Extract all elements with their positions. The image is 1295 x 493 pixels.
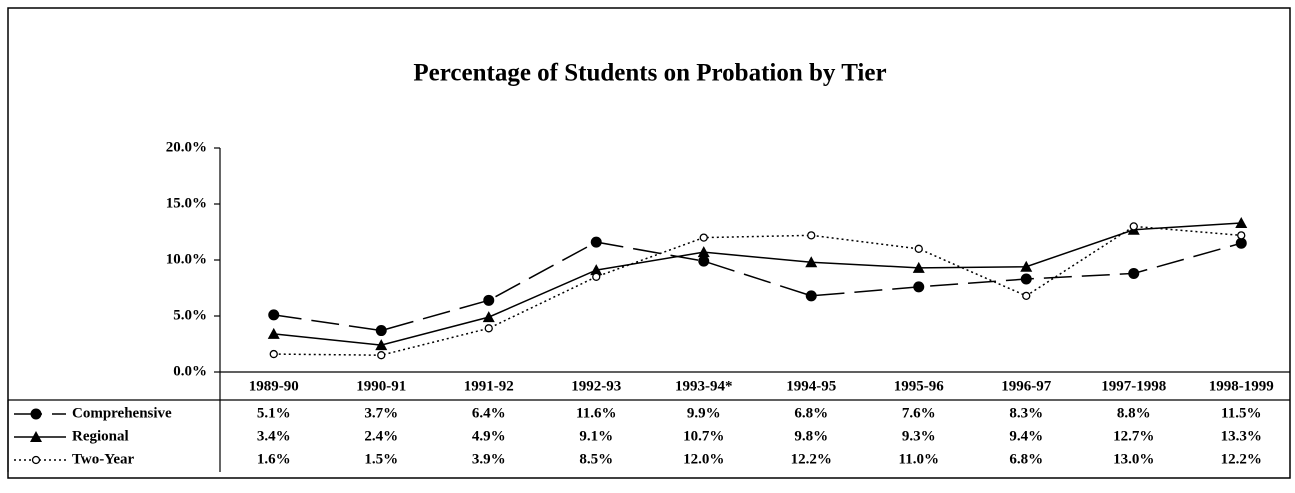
x-tick-label: 1993-94* — [675, 378, 733, 394]
marker — [698, 255, 710, 267]
y-tick-label: 5.0% — [173, 307, 207, 323]
marker — [805, 256, 818, 268]
marker — [805, 290, 817, 302]
frame — [7, 7, 1291, 479]
table-value: 3.9% — [472, 451, 506, 467]
marker — [590, 264, 603, 276]
marker — [590, 236, 602, 248]
x-tick-label: 1996-97 — [1001, 378, 1051, 394]
y-tick-label: 15.0% — [166, 195, 207, 211]
table-value: 9.4% — [1009, 428, 1043, 444]
y-tick-label: 0.0% — [173, 363, 207, 379]
table-value: 1.6% — [257, 451, 291, 467]
table-value: 9.1% — [579, 428, 613, 444]
marker — [913, 281, 925, 293]
table-value: 1.5% — [364, 451, 398, 467]
table-value: 11.5% — [1221, 405, 1261, 421]
table-value: 6.8% — [1009, 451, 1043, 467]
table-value: 9.3% — [902, 428, 936, 444]
table-value: 13.0% — [1113, 451, 1154, 467]
marker — [1237, 231, 1246, 240]
marker — [592, 272, 601, 281]
table-value: 8.8% — [1117, 405, 1151, 421]
marker — [807, 231, 816, 240]
table-value: 8.3% — [1009, 405, 1043, 421]
marker — [483, 294, 495, 306]
marker — [484, 324, 493, 333]
legend-label: Regional — [72, 428, 129, 444]
table-value: 3.7% — [364, 405, 398, 421]
x-tick-label: 1997-1998 — [1101, 378, 1166, 394]
y-tick-label: 20.0% — [166, 139, 207, 155]
table-value: 11.0% — [899, 451, 939, 467]
table-value: 12.0% — [683, 451, 724, 467]
table-value: 9.8% — [794, 428, 828, 444]
table-value: 12.7% — [1113, 428, 1154, 444]
table-value: 8.5% — [579, 451, 613, 467]
table-value: 9.9% — [687, 405, 721, 421]
marker — [30, 431, 42, 442]
marker — [375, 339, 388, 351]
table-value: 10.7% — [683, 428, 724, 444]
x-tick-label: 1995-96 — [894, 378, 944, 394]
marker — [1022, 291, 1031, 300]
series-line — [273, 241, 1242, 332]
table-value: 6.4% — [472, 405, 506, 421]
marker — [269, 349, 278, 359]
table-value: 4.9% — [472, 428, 506, 444]
marker — [1128, 267, 1140, 279]
marker — [268, 309, 280, 321]
legend-label: Comprehensive — [72, 405, 172, 421]
marker — [697, 246, 710, 258]
x-tick-label: 1989-90 — [249, 378, 299, 394]
marker — [699, 233, 708, 242]
table-value: 13.3% — [1221, 428, 1262, 444]
marker — [912, 261, 925, 273]
marker — [914, 244, 923, 253]
marker — [1129, 222, 1138, 231]
table-value: 12.2% — [1221, 451, 1262, 467]
marker — [1020, 273, 1032, 285]
y-tick-label: 10.0% — [166, 251, 207, 267]
x-tick-label: 1994-95 — [786, 378, 836, 394]
marker — [30, 408, 42, 420]
marker — [1235, 237, 1247, 249]
chart-title: Percentage of Students on Probation by T… — [413, 60, 886, 87]
marker — [31, 455, 41, 465]
marker — [375, 325, 387, 337]
table-value: 5.1% — [257, 405, 291, 421]
marker — [1235, 217, 1248, 229]
marker — [1020, 260, 1033, 272]
legend-label: Two-Year — [72, 451, 135, 467]
table-value: 12.2% — [791, 451, 832, 467]
marker — [377, 351, 386, 360]
table-value: 6.8% — [794, 405, 828, 421]
table-value: 7.6% — [902, 405, 936, 421]
marker — [267, 327, 280, 339]
x-tick-label: 1991-92 — [464, 378, 514, 394]
series-line — [273, 225, 1242, 356]
table-value: 11.6% — [576, 405, 616, 421]
table-value: 2.4% — [364, 428, 398, 444]
table-value: 3.4% — [257, 428, 291, 444]
x-tick-label: 1992-93 — [571, 378, 621, 394]
x-tick-label: 1998-1999 — [1209, 378, 1274, 394]
marker — [482, 311, 495, 323]
x-tick-label: 1990-91 — [356, 378, 406, 394]
series-line — [273, 222, 1242, 346]
